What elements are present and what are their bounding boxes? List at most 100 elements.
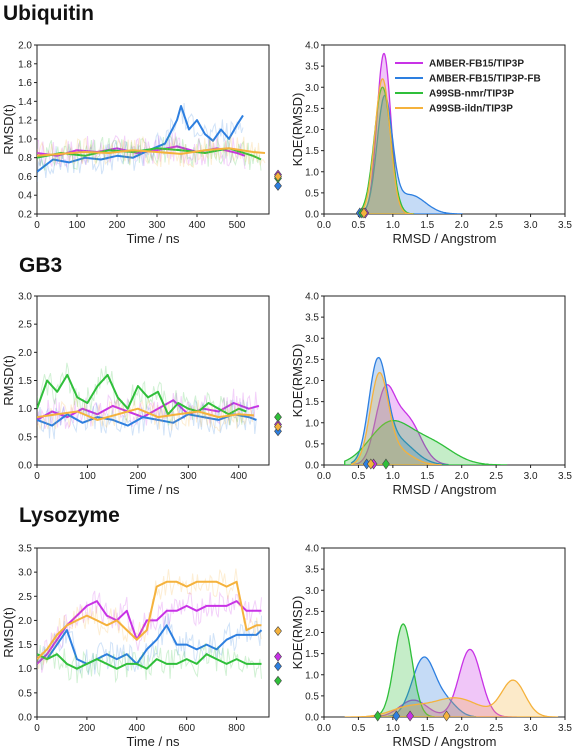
avg-marker-amber-fb15-tip3p-fb — [274, 180, 282, 191]
x-tick-label: 300 — [149, 220, 166, 231]
y-tick-label: 1.4 — [18, 97, 32, 108]
legend: AMBER-FB15/TIP3P AMBER-FB15/TIP3P-FB A99SB… — [395, 59, 541, 115]
chart-title: GB3 — [19, 254, 62, 277]
avg-marker-a99sb-ildn-tip3p — [274, 421, 282, 432]
x-axis-label: Time / ns — [127, 231, 180, 246]
noise-trace-amber-fb15-tip3p-fb — [37, 399, 257, 440]
x-tick-label: 400 — [230, 471, 247, 482]
legend-label: A99SB-nmr/TIP3P — [429, 89, 514, 100]
y-tick-label: 3.0 — [18, 292, 32, 303]
y-tick-label: 0.5 — [305, 439, 319, 450]
x-tick-label: 2.5 — [489, 723, 503, 734]
x-tick-label: 100 — [69, 220, 86, 231]
x-tick-label: 2.0 — [455, 471, 469, 482]
axes-frame — [323, 295, 566, 466]
y-tick-label: 0.6 — [18, 172, 32, 183]
y-tick-label: 2.0 — [18, 616, 32, 627]
y-tick-label: 0.0 — [305, 461, 319, 472]
y-tick-label: 3.0 — [305, 83, 319, 94]
y-tick-label: 0.5 — [305, 188, 319, 199]
y-tick-label: 2.0 — [305, 628, 319, 639]
series-line-amber-fb15-tip3p-fb — [37, 624, 263, 665]
x-tick-label: 0.5 — [351, 471, 365, 482]
y-tick-label: 2.0 — [18, 348, 32, 359]
chart-panel-6: 0.0 0.5 1.0 1.5 2.0 2.5 3.0 3.5 0.0 0.5 1.0 1.5 2.0 2… — [290, 544, 572, 750]
y-tick-label: 1.0 — [18, 404, 32, 415]
x-tick-label: 800 — [228, 723, 245, 734]
series-line-amber-fb15-tip3p-fb — [37, 105, 244, 173]
avg-marker-a99sb-nmr-tip3p — [274, 675, 282, 686]
y-tick-label: 1.0 — [18, 134, 32, 145]
x-axis-label: Time / ns — [127, 734, 180, 749]
chart-title: Ubiquitin — [3, 2, 94, 25]
y-tick-label: 2.5 — [305, 355, 319, 366]
y-tick-label: 1.2 — [18, 116, 32, 127]
x-tick-label: 3.0 — [524, 723, 538, 734]
x-tick-label: 1.5 — [420, 471, 434, 482]
x-tick-label: 2.5 — [489, 471, 503, 482]
y-axis-label: RMSD(t) — [1, 607, 16, 658]
series-line-a99sb-ildn-tip3p — [37, 407, 254, 421]
x-tick-label: 3.5 — [558, 220, 572, 231]
kde-area-amber-fb15-tip3p — [378, 648, 517, 717]
mean-marker-amber-fb15-tip3p-fb — [392, 710, 401, 722]
y-tick-label: 4.0 — [305, 544, 319, 555]
x-axis-label: RMSD / Angstrom — [392, 482, 496, 497]
axes-frame — [36, 295, 270, 466]
noise-trace-a99sb-ildn-tip3p — [37, 396, 255, 432]
noise-trace-amber-fb15-tip3p-fb — [37, 613, 262, 676]
y-tick-label: 0.2 — [18, 210, 32, 221]
y-tick-label: 0.0 — [18, 461, 32, 472]
y-tick-label: 2.5 — [18, 320, 32, 331]
y-axis-label: RMSD(t) — [1, 355, 16, 406]
kde-area-a99sb-ildn-tip3p — [350, 371, 442, 465]
plot-area — [37, 568, 263, 684]
y-tick-label: 0.4 — [18, 191, 32, 202]
x-tick-label: 200 — [130, 471, 147, 482]
mean-marker-a99sb-ildn-tip3p — [442, 710, 451, 722]
x-tick-label: 3.0 — [524, 471, 538, 482]
x-tick-label: 1.5 — [420, 723, 434, 734]
x-tick-label: 1.0 — [386, 471, 400, 482]
x-tick-label: 400 — [189, 220, 206, 231]
y-tick-label: 3.0 — [305, 334, 319, 345]
y-tick-label: 0.0 — [305, 210, 319, 221]
chart-panel-3: GB3 0 100 200 300 400 0.0 0.5 1.0 1.5 2.0 2.5 3.0 Tim… — [1, 254, 282, 497]
x-axis-label: RMSD / Angstrom — [392, 734, 496, 749]
plot-area — [37, 362, 260, 440]
noise-trace-a99sb-nmr-tip3p — [37, 642, 262, 684]
x-tick-label: 3.5 — [558, 723, 572, 734]
y-tick-label: 3.5 — [305, 565, 319, 576]
series-line-a99sb-nmr-tip3p — [37, 373, 247, 416]
y-tick-label: 3.5 — [18, 544, 32, 555]
y-tick-label: 1.0 — [305, 167, 319, 178]
x-tick-label: 0.5 — [351, 723, 365, 734]
x-tick-label: 1.5 — [420, 220, 434, 231]
plot-area — [344, 356, 508, 465]
chart-panel-1: Ubiquitin 0 100 200 300 400 500 0.2 0.4 0.6 0.8 1.0… — [1, 2, 282, 246]
kde-area-a99sb-ildn-tip3p — [357, 78, 414, 214]
plot-area — [344, 623, 559, 717]
y-axis-label: KDE(RMSD) — [290, 596, 305, 670]
avg-marker-a99sb-nmr-tip3p — [274, 412, 282, 423]
series-line-a99sb-ildn-tip3p — [37, 580, 262, 660]
y-tick-label: 2.5 — [18, 592, 32, 603]
mean-marker-a99sb-ildn-tip3p — [366, 458, 375, 470]
x-tick-label: 0.0 — [317, 471, 331, 482]
y-tick-label: 2.0 — [305, 125, 319, 136]
kde-area-a99sb-nmr-tip3p — [344, 419, 508, 465]
x-tick-label: 100 — [79, 471, 96, 482]
x-tick-label: 0 — [34, 471, 40, 482]
x-tick-label: 0 — [34, 220, 40, 231]
x-axis-label: Time / ns — [127, 482, 180, 497]
kde-area-amber-fb15-tip3p-fb — [350, 356, 449, 465]
y-tick-label: 2.5 — [305, 607, 319, 618]
x-tick-label: 600 — [178, 723, 195, 734]
mean-marker-a99sb-ildn-tip3p — [360, 207, 368, 219]
avg-marker-a99sb-ildn-tip3p — [274, 171, 282, 182]
y-axis-label: RMSD(t) — [1, 104, 16, 155]
x-tick-label: 2.5 — [489, 220, 503, 231]
y-tick-label: 1.0 — [305, 670, 319, 681]
x-tick-label: 3.0 — [524, 220, 538, 231]
y-tick-label: 4.0 — [305, 41, 319, 52]
